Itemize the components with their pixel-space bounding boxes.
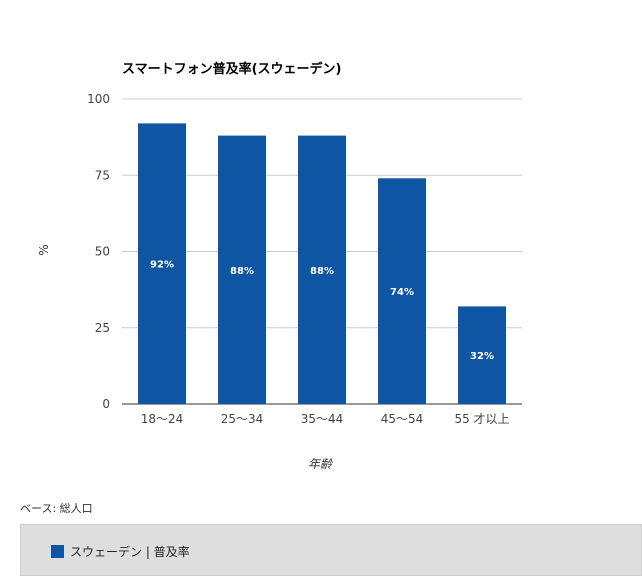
bar-data-label: 92% xyxy=(150,260,174,271)
bar-data-label: 88% xyxy=(230,266,254,277)
legend-swatch xyxy=(51,545,64,558)
x-tick-label: 18〜24 xyxy=(141,412,184,426)
y-axis-ticks: 0 25 50 75 100 xyxy=(87,92,110,411)
x-tick-label: 25〜34 xyxy=(221,412,264,426)
bar-data-label: 74% xyxy=(390,287,414,298)
legend: スウェーデン | 普及率 xyxy=(20,524,642,576)
x-axis-title: 年齢 xyxy=(308,457,334,471)
bar[interactable] xyxy=(138,123,186,405)
bar[interactable] xyxy=(298,135,346,404)
x-tick-label: 35〜44 xyxy=(301,412,344,426)
x-tick-label: 45〜54 xyxy=(381,412,424,426)
bars: 92% 88% 88% 74% 32% xyxy=(138,123,506,405)
bar[interactable] xyxy=(458,306,506,404)
y-tick-label: 50 xyxy=(95,245,110,259)
legend-item[interactable]: スウェーデン | 普及率 xyxy=(51,543,190,560)
legend-label: スウェーデン | 普及率 xyxy=(70,545,190,559)
y-tick-label: 0 xyxy=(102,397,110,411)
y-tick-label: 25 xyxy=(95,321,110,335)
y-axis-title: % xyxy=(37,244,51,255)
base-note: ベース: 総人口 xyxy=(20,502,93,515)
bar[interactable] xyxy=(378,178,426,404)
x-axis-ticks: 18〜24 25〜34 35〜44 45〜54 55 才以上 xyxy=(141,412,510,426)
chart-title: スマートフォン普及率(スウェーデン) xyxy=(122,61,342,77)
y-tick-label: 100 xyxy=(87,92,110,106)
x-tick-label: 55 才以上 xyxy=(454,412,509,426)
bar-data-label: 88% xyxy=(310,266,334,277)
bar-chart: スマートフォン普及率(スウェーデン) 0 25 50 75 100 92% 88% 88% 7… xyxy=(37,61,522,471)
bar[interactable] xyxy=(218,135,266,404)
bar-data-label: 32% xyxy=(470,351,494,362)
y-tick-label: 75 xyxy=(95,168,110,182)
